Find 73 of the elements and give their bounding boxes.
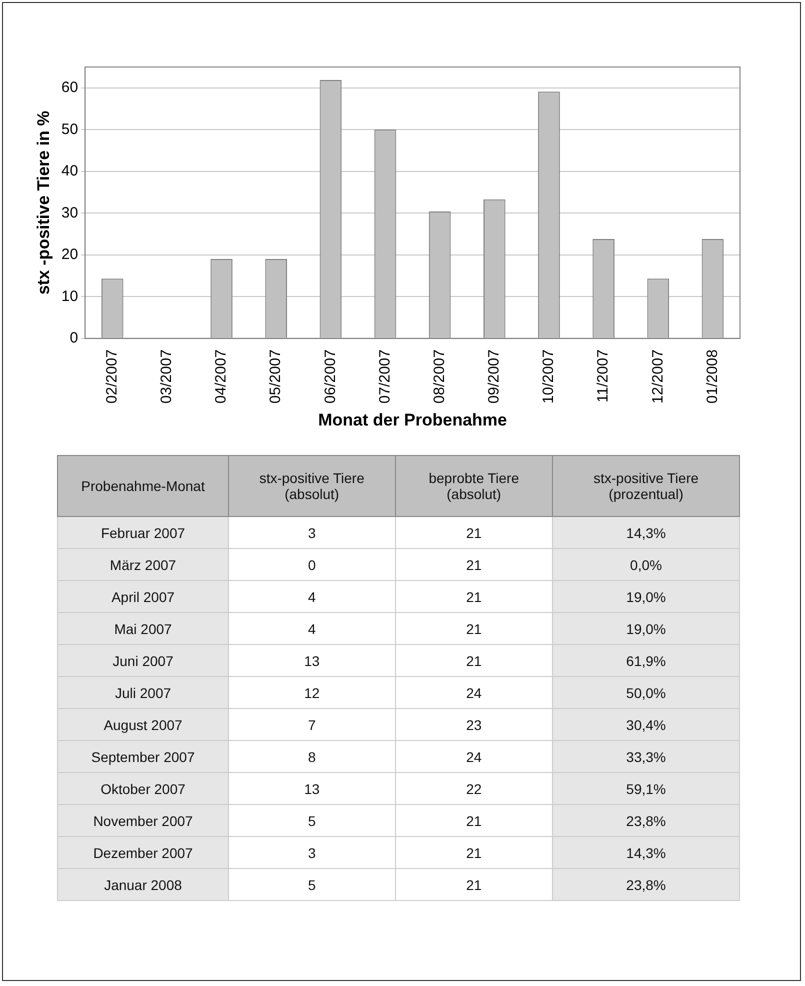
- category-label: April 2007: [58, 580, 228, 612]
- x-tick-label: 02/2007: [104, 349, 121, 404]
- y-tick-label: 0: [70, 330, 78, 347]
- x-tick-label: 09/2007: [486, 349, 503, 404]
- category-label: Januar 2008: [58, 868, 228, 900]
- data-label: 12: [228, 676, 396, 708]
- category-label: Dezember 2007: [58, 836, 228, 868]
- y-tick-label: 20: [61, 246, 78, 264]
- data-label: 61,9%: [552, 644, 740, 676]
- x-tick-label: 04/2007: [212, 349, 230, 404]
- data-label: 8: [228, 740, 396, 772]
- category-label: Februar 2007: [58, 516, 228, 548]
- data-label: 13: [228, 644, 396, 676]
- data-label: 21: [395, 516, 553, 548]
- category-label: Oktober 2007: [58, 772, 228, 804]
- category-label: Juni 2007: [58, 644, 228, 676]
- y-tick-label: 30: [61, 204, 78, 222]
- x-tick-label: 03/2007: [158, 349, 176, 404]
- data-label: 24: [395, 676, 553, 708]
- data-label: 30,4%: [552, 708, 740, 740]
- data-label: 21: [395, 580, 553, 612]
- y-tick-label: 60: [61, 79, 78, 96]
- data-label: 59,1%: [552, 772, 740, 804]
- data-label: 5: [228, 868, 396, 900]
- data-label: 21: [395, 548, 553, 580]
- data-label: 19,0%: [552, 580, 740, 612]
- category-label: Juli 2007: [58, 676, 228, 708]
- data-label: 4: [228, 580, 396, 612]
- category-label: November 2007: [58, 804, 228, 836]
- data-label: 7: [228, 708, 396, 740]
- data-label: 3: [228, 516, 396, 548]
- series-label: stx-positive Tiere (prozentual): [552, 456, 740, 516]
- data-label: 21: [395, 644, 553, 676]
- data-label: 24: [395, 740, 553, 772]
- x-tick-label: 01/2008: [704, 349, 721, 404]
- category-label: September 2007: [58, 740, 228, 772]
- y-axis-title: stx -positive Tiere in %: [34, 110, 53, 295]
- x-tick-label: 08/2007: [430, 349, 448, 404]
- text: Probenahme-Monat: [58, 456, 228, 516]
- text: beprobte Tiere (absolut): [395, 456, 553, 516]
- x-tick-label: 07/2007: [376, 349, 394, 404]
- x-tick-label: 12/2007: [649, 349, 666, 404]
- y-tick-label: 10: [61, 288, 78, 305]
- data-label: 19,0%: [552, 612, 740, 644]
- x-tick-label: 05/2007: [267, 349, 284, 404]
- data-label: 23,8%: [552, 868, 740, 900]
- y-tick-label: 50: [61, 120, 78, 138]
- data-label: 23,8%: [552, 804, 740, 836]
- data-label: 23: [395, 708, 553, 740]
- category-label: Mai 2007: [58, 612, 228, 644]
- category-label: August 2007: [58, 708, 228, 740]
- x-tick-label: 06/2007: [322, 349, 339, 404]
- data-label: 0: [228, 548, 396, 580]
- data-label: 21: [395, 612, 553, 644]
- data-label: 5: [228, 804, 396, 836]
- category-label: März 2007: [58, 548, 228, 580]
- x-tick-label: 11/2007: [594, 349, 612, 402]
- data-label: 22: [395, 772, 553, 804]
- x-axis-title: Monat der Probenahme: [318, 410, 508, 430]
- data-label: 0,0%: [552, 548, 740, 580]
- data-label: 14,3%: [552, 516, 740, 548]
- data-label: 33,3%: [552, 740, 740, 772]
- data-label: 21: [395, 804, 553, 836]
- data-label: 14,3%: [552, 836, 740, 868]
- text: stx-positive Tiere (absolut): [228, 456, 396, 516]
- data-label: 21: [395, 868, 553, 900]
- data-label: 50,0%: [552, 676, 740, 708]
- x-tick-label: 10/2007: [540, 349, 558, 404]
- data-label: 3: [228, 836, 396, 868]
- y-tick-label: 40: [61, 162, 78, 180]
- data-label: 13: [228, 772, 396, 804]
- data-label: 21: [395, 836, 553, 868]
- data-label: 4: [228, 612, 396, 644]
